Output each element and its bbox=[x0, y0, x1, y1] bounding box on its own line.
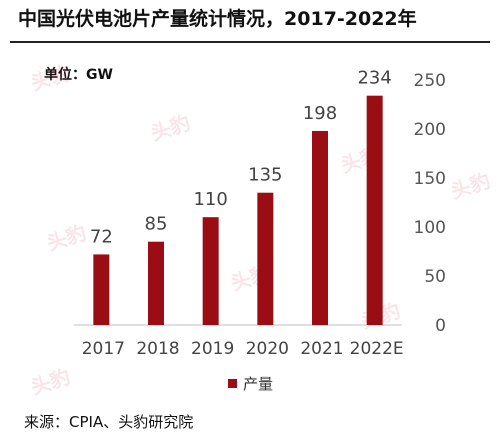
y-tick-label: 200 bbox=[414, 120, 446, 140]
data-label: 72 bbox=[90, 226, 113, 247]
title-divider bbox=[10, 41, 490, 43]
x-tick-label: 2018 bbox=[136, 339, 179, 359]
source-note: 来源：CPIA、头豹研究院 bbox=[24, 413, 194, 431]
bar bbox=[202, 217, 219, 325]
data-label: 85 bbox=[145, 214, 168, 235]
x-tick-label: 2017 bbox=[82, 339, 125, 359]
data-label: 135 bbox=[248, 165, 282, 186]
legend-swatch bbox=[228, 379, 237, 388]
x-tick-label: 2021 bbox=[300, 339, 343, 359]
bar bbox=[257, 192, 274, 325]
bar bbox=[312, 130, 328, 325]
y-tick-label: 0 bbox=[435, 316, 446, 336]
y-tick-label: 50 bbox=[424, 267, 446, 287]
legend: 产量 bbox=[228, 373, 273, 394]
bar bbox=[148, 241, 164, 325]
y-tick-label: 250 bbox=[414, 71, 446, 91]
legend-label: 产量 bbox=[243, 375, 274, 393]
x-tick-label: 2019 bbox=[191, 339, 234, 359]
y-tick-label: 150 bbox=[414, 169, 446, 189]
bar bbox=[366, 95, 383, 326]
data-label: 234 bbox=[357, 68, 391, 89]
x-tick-label: 2020 bbox=[246, 339, 289, 359]
unit-label: 单位：GW bbox=[44, 67, 113, 83]
y-tick-label: 100 bbox=[414, 218, 446, 238]
bar bbox=[93, 254, 110, 325]
x-tick-label: 2022E bbox=[350, 339, 404, 359]
data-label: 110 bbox=[193, 189, 227, 210]
data-label: 198 bbox=[303, 103, 337, 124]
chart-title: 中国光伏电池片产量统计情况，2017-2022年 bbox=[18, 8, 417, 30]
